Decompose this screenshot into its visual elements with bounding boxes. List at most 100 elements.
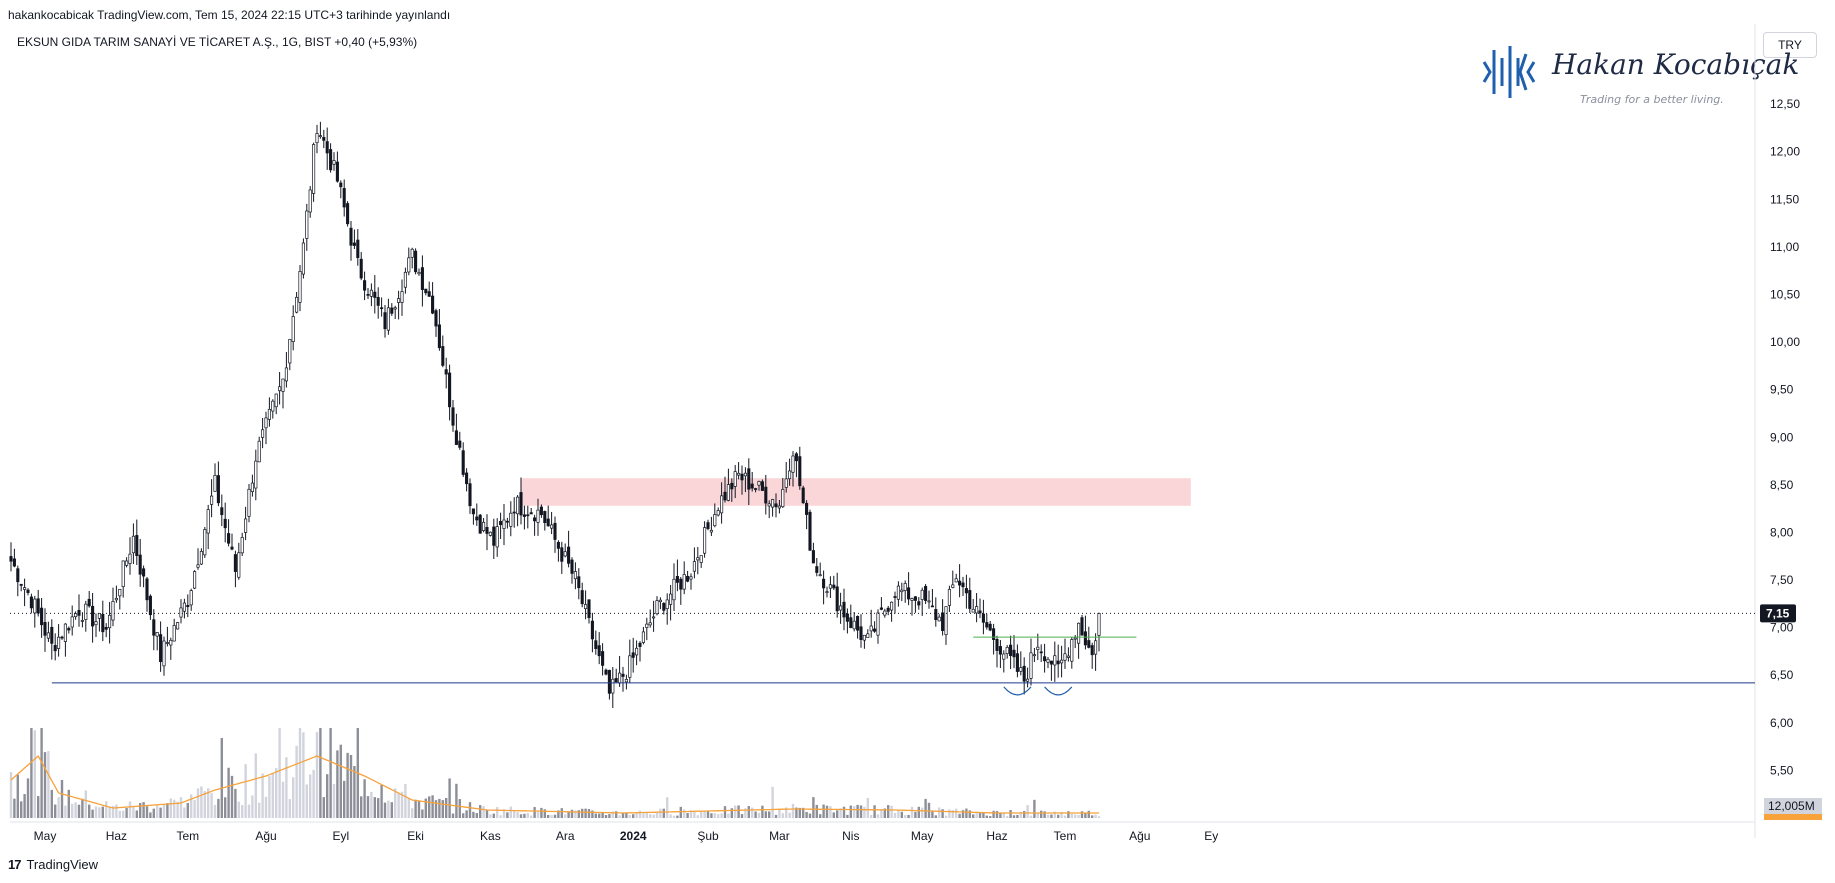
candle-body [301,242,305,275]
volume-bar [1070,813,1073,818]
author-name: Hakan Kocabıçak [1552,48,1800,81]
candle-body [981,613,985,623]
candle-body [754,488,758,490]
candle-body [743,472,747,477]
volume-bar [706,810,710,818]
volume-bar [186,803,189,818]
candle-body [903,583,907,591]
candle-body [261,429,265,438]
volume-bar [849,805,852,818]
volume-bar [411,808,414,818]
candle-body [570,559,574,574]
candle-body [805,502,809,515]
volume-bar [574,810,577,818]
volume-bar [383,802,387,818]
volume-bar [727,813,730,818]
volume-bar [139,802,142,818]
volume-bar [339,744,342,818]
volume-bar [26,778,30,818]
volume-bar [785,807,788,818]
y-tick-label: 12,00 [1770,145,1800,159]
volume-bar [363,779,366,818]
candle-body [380,307,384,310]
volume-bar [655,812,659,818]
volume-bar [33,730,36,818]
volume-bar [611,811,614,818]
y-tick-label: 7,00 [1770,621,1794,635]
candle-body [825,591,829,594]
candle-body [733,471,737,487]
currency-button[interactable]: TRY [1763,32,1817,58]
candle-body [686,575,690,582]
candle-body [526,514,530,517]
candle-body [1063,653,1067,661]
volume-bar [1067,811,1070,818]
volume-bar [533,807,536,818]
volume-bar [516,812,519,818]
volume-bar [349,754,353,818]
volume-bar [1077,814,1080,818]
candle-body [998,646,1002,655]
candle-body [63,623,67,642]
candle-body [118,588,122,597]
candle-body [441,346,445,366]
volume-bar [740,814,744,818]
candle-body [16,568,20,583]
candle-body [471,508,475,515]
volume-bar [373,797,376,818]
candle-body [726,484,730,501]
candle-body [125,560,129,566]
volume-bar [1029,815,1033,818]
volume-bar [404,783,407,818]
candle-body [771,499,775,508]
volume-bar [659,808,662,818]
candle-body [604,669,608,675]
volume-bar [434,800,438,818]
volume-bar [550,815,553,818]
candle-body [1073,637,1077,640]
candle-body [111,601,115,621]
candle-body [886,607,890,612]
volume-bar [421,809,424,818]
volume-bar [781,813,784,818]
candle-body [893,596,897,598]
candle-body [961,582,965,588]
volume-bar [672,815,676,818]
volume-bar [893,812,897,818]
volume-bar [302,732,305,818]
x-tick-label: Eki [407,829,424,843]
volume-bar [856,804,859,818]
candle-body [383,312,387,330]
volume-bar [513,810,516,818]
candle-body [390,307,394,314]
volume-bar [230,775,234,818]
x-tick-label: Eyl [332,829,349,843]
candle-body [740,473,744,481]
candle-body [339,182,343,188]
candle-body [1039,651,1043,654]
volume-bar [193,800,196,818]
volume-bar [281,781,285,818]
candle-body [1019,667,1023,672]
volume-bar [553,814,557,818]
volume-bar [523,813,526,818]
volume-bar [451,813,455,818]
volume-bar [1019,811,1022,818]
volume-bar [791,803,795,818]
volume-bar [1043,811,1046,818]
candle-body [210,495,214,505]
volume-bar [479,805,482,818]
candle-body [784,478,788,488]
volume-bar [445,797,448,818]
candle-body [397,298,401,303]
volume-bar [608,814,611,818]
volume-bar [802,807,805,818]
candle-body [720,495,724,514]
volume-bar [982,812,985,818]
volume-bar [713,813,716,818]
volume-bar [475,813,478,818]
candle-body [1066,655,1070,658]
candle-body [138,554,142,575]
candle-body [499,521,503,526]
